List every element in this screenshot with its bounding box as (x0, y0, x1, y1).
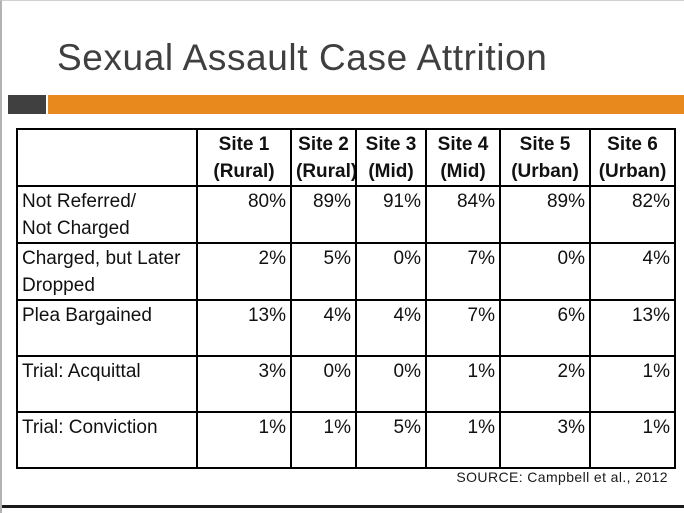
value-cell: 0% (499, 242, 591, 301)
row-label-line2: Not Charged (22, 218, 130, 239)
value-cell: 3% (499, 411, 591, 469)
value-cell: 1% (196, 411, 292, 469)
value-cell: 84% (425, 185, 501, 244)
column-header-site6: Site 6 (Urban) (589, 128, 676, 187)
source-caption: SOURCE: Campbell et al., 2012 (456, 469, 668, 485)
value-cell: 6% (499, 299, 591, 357)
value-cell: 1% (425, 355, 501, 413)
value-cell: 82% (589, 185, 676, 244)
column-title: Site 1 (218, 134, 270, 155)
row-label-line2: Dropped (22, 275, 95, 296)
column-subtitle: (Urban) (511, 161, 579, 182)
value-cell: 3% (196, 355, 292, 413)
value-cell: 1% (425, 411, 501, 469)
value-cell: 2% (499, 355, 591, 413)
value-cell: 4% (355, 299, 427, 357)
value-cell: 4% (589, 242, 676, 301)
column-title: Site 2 (298, 134, 349, 155)
row-label: Trial: Conviction (22, 417, 158, 438)
table-row-charged-dropped: Charged, but Later Dropped 2% 5% 0% 7% 0… (16, 242, 676, 301)
bottom-bar (2, 505, 684, 508)
row-label: Charged, but Later (22, 248, 181, 269)
column-header-site4: Site 4 (Mid) (425, 128, 501, 187)
value-cell: 7% (425, 299, 501, 357)
column-title: Site 4 (437, 134, 489, 155)
column-subtitle: (Rural) (213, 161, 275, 182)
value-cell: 4% (290, 299, 357, 357)
column-title: Site 5 (519, 134, 571, 155)
table-row-trial-conviction: Trial: Conviction 1% 1% 5% 1% 3% 1% (16, 411, 676, 469)
column-subtitle: (Rural) (296, 161, 356, 182)
row-label: Plea Bargained (22, 305, 152, 326)
corner-cell (16, 128, 198, 187)
value-cell: 89% (499, 185, 591, 244)
table-header-row: Site 1 (Rural) Site 2 (Rural) Site 3 (Mi… (16, 128, 676, 187)
row-label-cell: Charged, but Later Dropped (16, 242, 198, 301)
accent-square (8, 95, 46, 114)
row-label-cell: Trial: Acquittal (16, 355, 198, 413)
column-header-site3: Site 3 (Mid) (355, 128, 427, 187)
value-cell: 2% (196, 242, 292, 301)
value-cell: 13% (589, 299, 676, 357)
row-label: Trial: Acquittal (22, 361, 141, 382)
table-row-plea-bargained: Plea Bargained 13% 4% 4% 7% 6% 13% (16, 299, 676, 357)
value-cell: 5% (290, 242, 357, 301)
value-cell: 0% (290, 355, 357, 413)
column-subtitle: (Mid) (368, 161, 414, 182)
value-cell: 1% (589, 355, 676, 413)
value-cell: 7% (425, 242, 501, 301)
value-cell: 0% (355, 355, 427, 413)
value-cell: 80% (196, 185, 292, 244)
table-row-trial-acquittal: Trial: Acquittal 3% 0% 0% 1% 2% 1% (16, 355, 676, 413)
row-label-cell: Plea Bargained (16, 299, 198, 357)
table-row-not-referred: Not Referred/ Not Charged 80% 89% 91% 84… (16, 185, 676, 244)
value-cell: 5% (355, 411, 427, 469)
attrition-table: Site 1 (Rural) Site 2 (Rural) Site 3 (Mi… (16, 128, 676, 469)
row-label: Not Referred/ (22, 191, 137, 212)
value-cell: 0% (355, 242, 427, 301)
column-header-site2: Site 2 (Rural) (290, 128, 357, 187)
row-label-cell: Trial: Conviction (16, 411, 198, 469)
column-header-site1: Site 1 (Rural) (196, 128, 292, 187)
value-cell: 1% (589, 411, 676, 469)
column-title: Site 6 (607, 134, 658, 155)
value-cell: 91% (355, 185, 427, 244)
value-cell: 89% (290, 185, 357, 244)
page-title: Sexual Assault Case Attrition (57, 37, 548, 78)
value-cell: 1% (290, 411, 357, 469)
accent-bar (48, 95, 684, 114)
value-cell: 13% (196, 299, 292, 357)
column-subtitle: (Urban) (598, 161, 667, 182)
row-label-cell: Not Referred/ Not Charged (16, 185, 198, 244)
column-title: Site 3 (365, 134, 417, 155)
column-subtitle: (Mid) (440, 161, 486, 182)
column-header-site5: Site 5 (Urban) (499, 128, 591, 187)
